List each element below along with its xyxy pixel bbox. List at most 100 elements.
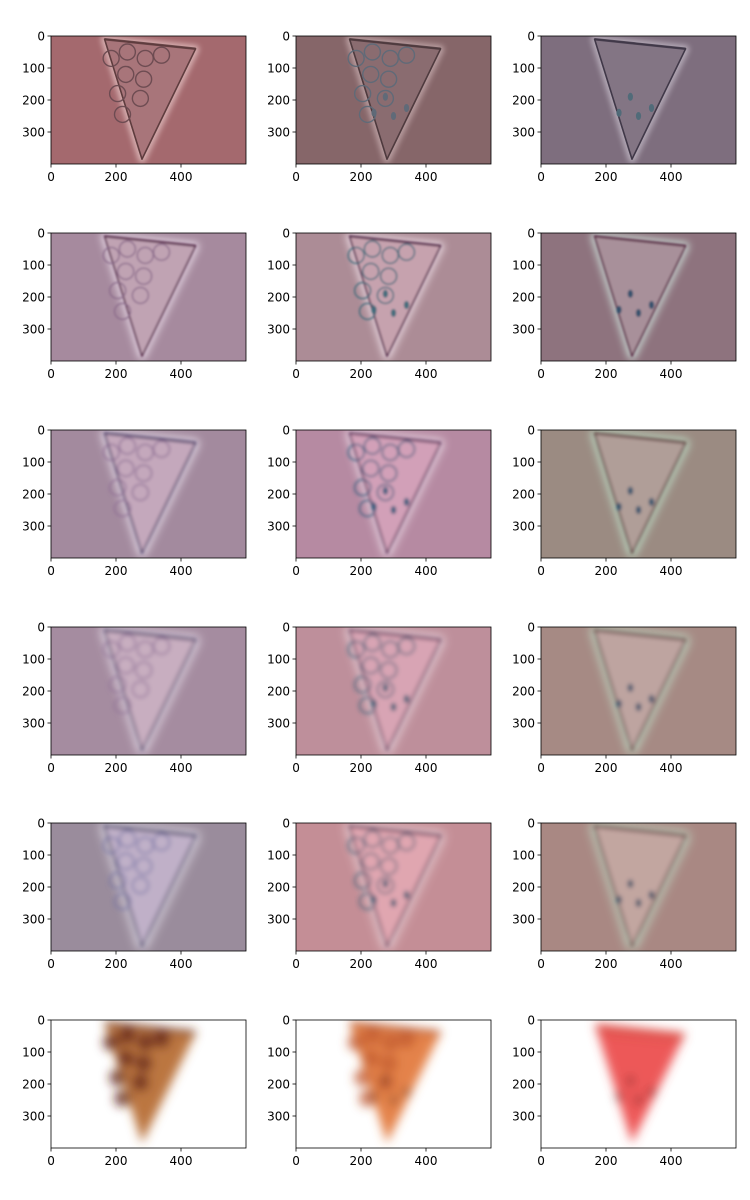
pepperoni-mark (347, 836, 365, 855)
seed-mark (382, 1076, 388, 1085)
x-tick-label: 400 (170, 170, 193, 184)
y-tick-label: 0 (527, 1013, 535, 1027)
seed-mark (382, 683, 388, 692)
pepperoni-mark (153, 1030, 170, 1048)
crust-line (349, 37, 441, 51)
pepperoni-mark (102, 836, 120, 855)
pepperoni-mark (102, 640, 120, 659)
x-tick-label: 0 (537, 761, 545, 775)
pepperoni-mark (131, 876, 150, 895)
x-tick-label: 400 (660, 957, 683, 971)
seed-mark (390, 112, 397, 120)
pepperoni-mark (134, 70, 153, 88)
x-tick-label: 200 (105, 957, 128, 971)
seed-mark (616, 502, 622, 511)
seed-mark (635, 703, 642, 711)
x-tick-label: 400 (660, 1154, 683, 1168)
x-tick-label: 400 (170, 957, 193, 971)
seed-mark (403, 1088, 410, 1096)
y-tick-label: 300 (512, 1109, 535, 1123)
x-tick-label: 0 (292, 1154, 300, 1168)
pepperoni-mark (363, 240, 382, 258)
crust-line (349, 628, 441, 642)
seed-mark (648, 891, 655, 899)
y-tick-label: 100 (22, 1045, 45, 1059)
seed-mark (382, 879, 388, 888)
seed-mark (371, 305, 377, 314)
y-tick-label: 0 (527, 29, 535, 43)
y-tick-label: 200 (512, 684, 535, 698)
pepperoni-mark (108, 675, 127, 694)
y-tick-label: 0 (37, 620, 45, 634)
seed-mark (390, 1096, 397, 1104)
seed-mark (371, 1092, 377, 1101)
pepperoni-mark (362, 656, 380, 675)
seed-mark (627, 879, 633, 888)
seed-mark (403, 891, 410, 899)
pepperoni-mark (108, 478, 127, 497)
crust-line (104, 37, 196, 51)
y-tick-label: 100 (22, 848, 45, 862)
y-tick-label: 0 (527, 226, 535, 240)
subplot-panel: 0 200 400 0 100 200 300 (512, 29, 737, 184)
subplot-panel: 0 200 400 0 100 200 300 (512, 1013, 737, 1168)
pepperoni-mark (379, 661, 398, 679)
crust-line (104, 234, 196, 248)
seed-mark (648, 301, 655, 309)
pepperoni-mark (381, 246, 399, 265)
seed-mark (403, 695, 410, 703)
pepperoni-mark (152, 440, 171, 458)
pepperoni-mark (117, 459, 135, 478)
pepperoni-mark (381, 443, 399, 462)
y-tick-label: 0 (37, 816, 45, 830)
y-tick-label: 300 (22, 1109, 45, 1123)
seed-mark (616, 895, 622, 904)
y-tick-label: 200 (22, 487, 45, 501)
pepperoni-mark (114, 1089, 131, 1107)
y-tick-label: 0 (37, 226, 45, 240)
pepperoni-mark (117, 262, 135, 281)
x-tick-label: 0 (537, 957, 545, 971)
pepperoni-mark (136, 1033, 154, 1051)
y-tick-label: 100 (267, 258, 290, 272)
y-tick-label: 300 (267, 1109, 290, 1123)
pepperoni-mark (152, 637, 171, 655)
pepperoni-mark (354, 1069, 372, 1087)
slice-shape (594, 1023, 686, 1144)
y-tick-label: 200 (22, 1077, 45, 1091)
x-tick-label: 400 (415, 761, 438, 775)
seed-mark (627, 486, 633, 495)
seed-mark (390, 899, 397, 907)
seed-mark (616, 108, 622, 117)
x-tick-label: 400 (660, 367, 683, 381)
y-tick-label: 0 (282, 423, 290, 437)
pepperoni-mark (131, 483, 150, 502)
seed-mark (371, 895, 377, 904)
pepperoni-mark (397, 440, 416, 458)
y-tick-label: 100 (22, 455, 45, 469)
pepperoni-mark (379, 70, 398, 88)
pepperoni-mark (362, 852, 380, 871)
seed-mark (648, 695, 655, 703)
pepperoni-mark (397, 637, 416, 655)
y-tick-label: 300 (267, 716, 290, 730)
x-tick-label: 200 (595, 1154, 618, 1168)
y-tick-label: 100 (22, 61, 45, 75)
y-tick-label: 200 (267, 487, 290, 501)
seed-mark (635, 112, 642, 120)
y-tick-label: 200 (267, 93, 290, 107)
pepperoni-mark (136, 443, 154, 462)
x-tick-label: 0 (537, 564, 545, 578)
pepperoni-mark (353, 281, 372, 300)
x-tick-label: 200 (350, 367, 373, 381)
crust-line (594, 431, 686, 445)
y-tick-label: 200 (22, 93, 45, 107)
subplot-panel: 0 200 400 0 100 200 300 (22, 1013, 247, 1168)
x-tick-label: 0 (47, 564, 55, 578)
y-tick-label: 300 (267, 912, 290, 926)
x-tick-label: 400 (415, 957, 438, 971)
seed-mark (627, 1076, 633, 1085)
seed-mark (382, 486, 388, 495)
y-tick-label: 300 (22, 912, 45, 926)
subplot-panel: 0 200 400 0 100 200 300 (22, 226, 247, 381)
